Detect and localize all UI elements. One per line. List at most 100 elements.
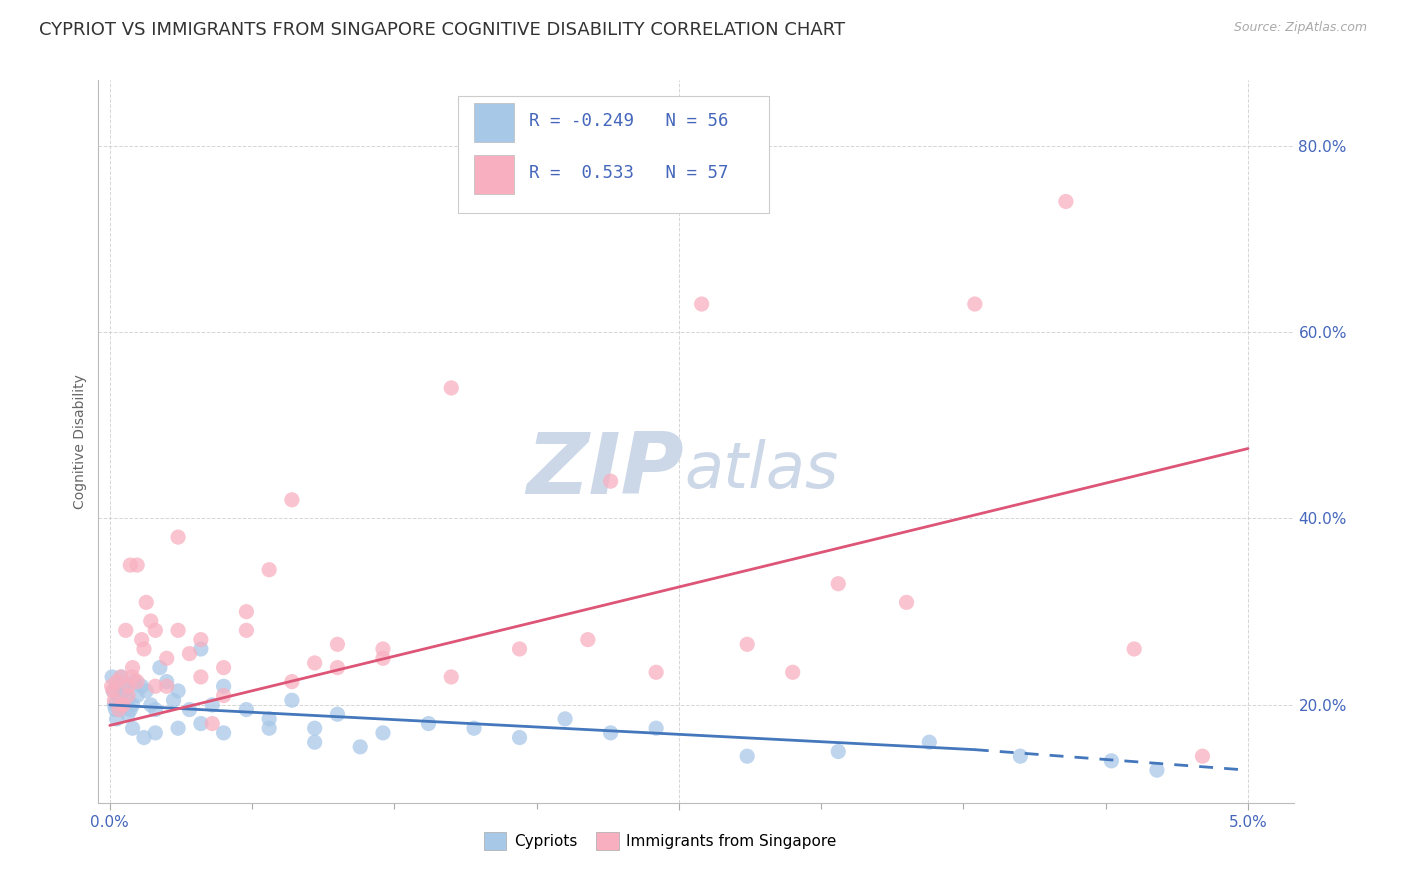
Point xyxy=(463,721,485,735)
Point xyxy=(281,674,304,689)
Point xyxy=(121,670,143,684)
Point xyxy=(127,689,149,703)
Point xyxy=(105,712,128,726)
Point xyxy=(326,707,349,722)
Point xyxy=(108,689,131,703)
Point xyxy=(304,735,326,749)
Point xyxy=(190,716,212,731)
Point xyxy=(1010,749,1032,764)
Point xyxy=(167,530,190,544)
Point xyxy=(103,684,125,698)
Point xyxy=(690,297,713,311)
Point xyxy=(135,595,157,609)
Text: R =  0.533   N = 57: R = 0.533 N = 57 xyxy=(529,164,728,182)
Point xyxy=(143,726,166,740)
Point xyxy=(201,698,224,712)
FancyBboxPatch shape xyxy=(474,103,515,142)
Point xyxy=(167,721,190,735)
Point xyxy=(782,665,804,680)
Point xyxy=(110,670,132,684)
Point xyxy=(827,745,849,759)
FancyBboxPatch shape xyxy=(474,155,515,194)
Point xyxy=(117,679,139,693)
Point xyxy=(143,624,166,638)
Point xyxy=(114,679,136,693)
Point xyxy=(1099,754,1122,768)
Text: CYPRIOT VS IMMIGRANTS FROM SINGAPORE COGNITIVE DISABILITY CORRELATION CHART: CYPRIOT VS IMMIGRANTS FROM SINGAPORE COG… xyxy=(39,21,845,39)
Point xyxy=(108,702,131,716)
Point xyxy=(1123,642,1146,657)
Point xyxy=(124,674,146,689)
Point xyxy=(645,665,668,680)
Point xyxy=(212,660,235,674)
Point xyxy=(1191,749,1213,764)
Text: ZIP: ZIP xyxy=(526,429,685,512)
Point xyxy=(114,624,136,638)
Point xyxy=(117,689,139,703)
Point xyxy=(120,558,142,572)
Point xyxy=(132,642,155,657)
Point xyxy=(281,492,304,507)
Point xyxy=(371,726,394,740)
Point xyxy=(963,297,986,311)
Point xyxy=(212,726,235,740)
Text: Source: ZipAtlas.com: Source: ZipAtlas.com xyxy=(1233,21,1367,35)
Point xyxy=(162,693,184,707)
Point xyxy=(190,632,212,647)
Point xyxy=(896,595,918,609)
Point xyxy=(110,698,132,712)
Point xyxy=(156,651,179,665)
Point xyxy=(143,679,166,693)
Point xyxy=(121,698,143,712)
Point xyxy=(326,660,349,674)
Point xyxy=(371,642,394,657)
Point xyxy=(120,702,142,716)
Text: atlas: atlas xyxy=(685,440,838,501)
Point xyxy=(101,670,124,684)
Point xyxy=(104,702,127,716)
Point xyxy=(127,674,149,689)
Point xyxy=(201,716,224,731)
Text: R = -0.249   N = 56: R = -0.249 N = 56 xyxy=(529,112,728,130)
Point xyxy=(132,731,155,745)
Point xyxy=(257,563,280,577)
Point xyxy=(139,614,162,628)
Point xyxy=(100,679,122,693)
Point xyxy=(135,684,157,698)
Point xyxy=(418,716,440,731)
Point xyxy=(103,684,125,698)
Point xyxy=(576,632,599,647)
Point xyxy=(349,739,371,754)
Point xyxy=(735,637,758,651)
Point xyxy=(235,605,257,619)
Point xyxy=(131,632,153,647)
Point xyxy=(190,642,212,657)
Point xyxy=(149,660,172,674)
Point xyxy=(105,674,128,689)
Point xyxy=(1054,194,1077,209)
Point xyxy=(117,693,139,707)
Point xyxy=(143,702,166,716)
Point xyxy=(304,721,326,735)
Point xyxy=(167,684,190,698)
Point xyxy=(156,674,179,689)
Point xyxy=(190,670,212,684)
Point xyxy=(127,558,149,572)
Point xyxy=(108,702,131,716)
Point xyxy=(735,749,758,764)
Point xyxy=(156,679,179,693)
Point xyxy=(117,707,139,722)
Point xyxy=(107,679,129,693)
Legend: Cypriots, Immigrants from Singapore: Cypriots, Immigrants from Singapore xyxy=(478,826,842,856)
Point xyxy=(179,702,201,716)
Point xyxy=(599,726,621,740)
Point xyxy=(235,624,257,638)
Point xyxy=(112,698,135,712)
Point xyxy=(440,381,463,395)
Point xyxy=(235,702,257,716)
Point xyxy=(212,679,235,693)
Point xyxy=(103,698,125,712)
Point xyxy=(257,721,280,735)
Point xyxy=(131,679,153,693)
Point xyxy=(326,637,349,651)
